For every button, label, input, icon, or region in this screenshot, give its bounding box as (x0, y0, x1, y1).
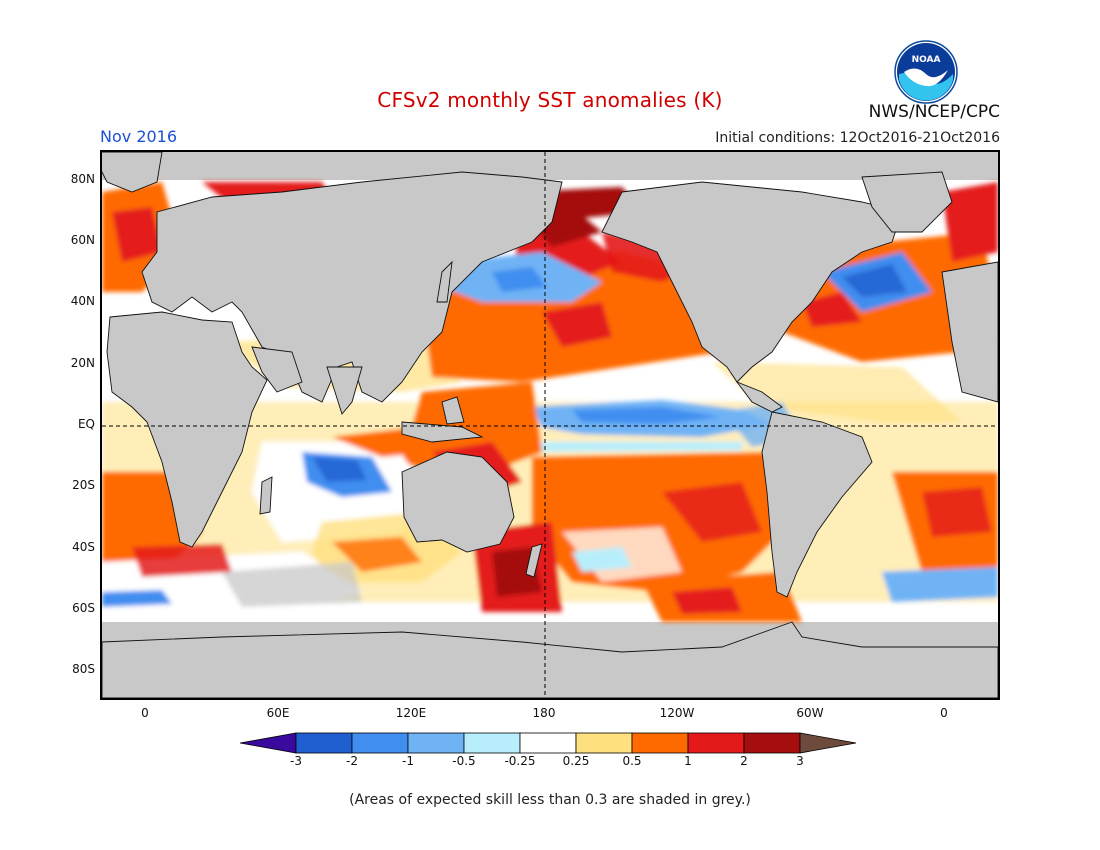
india (326, 366, 363, 415)
lon-tick: 60W (796, 706, 824, 720)
colorbar (240, 732, 857, 754)
lat-tick: 20N (70, 356, 95, 370)
greenland (861, 171, 953, 233)
agency-label: NWS/NCEP/CPC (868, 102, 1000, 122)
lon-tick: 0 (141, 706, 149, 720)
noaa-logo-text: NOAA (912, 55, 941, 65)
antarctica (102, 621, 998, 698)
africa (106, 311, 268, 548)
lat-tick: EQ (77, 417, 95, 431)
arctic-low-skill (102, 152, 998, 180)
continents (102, 152, 998, 698)
lon-tick: 120E (395, 706, 427, 720)
colorbar-segment (351, 732, 409, 754)
lon-tick: 0 (940, 706, 948, 720)
sst-anomaly-map (100, 150, 1000, 700)
colorbar-label: 0.5 (622, 754, 642, 768)
greenland-west (102, 152, 163, 193)
lat-tick: 20S (72, 478, 95, 492)
colorbar-label: 2 (740, 754, 748, 768)
central-america (735, 380, 783, 413)
map-title: CFSv2 monthly SST anomalies (K) (377, 88, 723, 112)
map-canvas (102, 152, 998, 698)
colorbar-label: -1 (402, 754, 414, 768)
colorbar-label: -0.5 (452, 754, 476, 768)
colorbar-segment (463, 732, 521, 754)
colorbar-segment (575, 732, 633, 754)
anomaly-shading (102, 182, 998, 622)
colorbar-cap-high (799, 732, 857, 754)
valid-month-label: Nov 2016 (100, 127, 178, 146)
lat-tick: 80S (72, 662, 95, 676)
colorbar-segment (407, 732, 465, 754)
madagascar (259, 476, 273, 515)
lat-tick: 60N (70, 233, 95, 247)
skill-footnote: (Areas of expected skill less than 0.3 a… (349, 792, 751, 808)
colorbar-segments (240, 732, 857, 754)
lon-tick: 60E (266, 706, 290, 720)
colorbar-label: -0.25 (504, 754, 536, 768)
eurasia-east-copy (941, 261, 998, 403)
lat-tick: 60S (72, 601, 95, 615)
south-america (761, 411, 873, 598)
colorbar-cap-low (240, 732, 297, 754)
eurasia (141, 171, 563, 403)
colorbar-label: 1 (684, 754, 692, 768)
lon-tick: 120W (659, 706, 695, 720)
initial-conditions-label: Initial conditions: 12Oct2016-21Oct2016 (715, 130, 1000, 146)
borneo (441, 396, 465, 425)
lat-tick: 40S (72, 540, 95, 554)
colorbar-segment (295, 732, 353, 754)
colorbar-segment (519, 732, 577, 754)
arabia (251, 346, 303, 393)
colorbar-segment (631, 732, 689, 754)
new-zealand (525, 543, 543, 578)
lat-tick: 80N (70, 172, 95, 186)
lon-tick: 180 (532, 706, 556, 720)
lat-tick: 40N (70, 294, 95, 308)
australia (401, 451, 515, 553)
colorbar-label: -2 (346, 754, 358, 768)
japan (436, 260, 453, 303)
colorbar-label: 3 (796, 754, 804, 768)
colorbar-label: 0.25 (562, 754, 590, 768)
colorbar-segment (743, 732, 801, 754)
colorbar-label: -3 (290, 754, 302, 768)
colorbar-segment (687, 732, 745, 754)
noaa-logo-icon: NOAA (894, 40, 958, 104)
